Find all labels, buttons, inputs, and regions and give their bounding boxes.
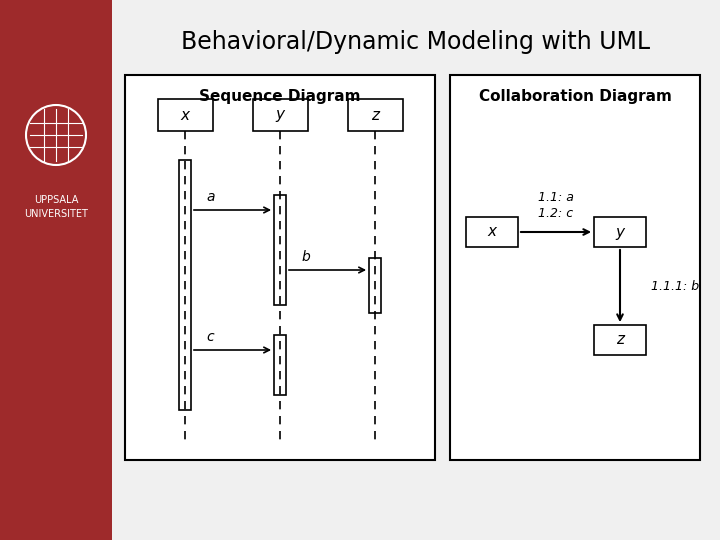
Text: Collaboration Diagram: Collaboration Diagram bbox=[479, 90, 672, 105]
Text: Sequence Diagram: Sequence Diagram bbox=[199, 90, 361, 105]
Text: x: x bbox=[181, 107, 189, 123]
Bar bbox=[0, 0, 112, 540]
Bar bbox=[179, 160, 191, 410]
Text: y: y bbox=[616, 225, 624, 240]
Bar bbox=[274, 335, 286, 395]
Bar bbox=[466, 217, 518, 247]
Text: a: a bbox=[206, 190, 215, 204]
Bar bbox=[158, 99, 212, 131]
Text: z: z bbox=[371, 107, 379, 123]
Bar bbox=[253, 99, 307, 131]
Bar bbox=[594, 325, 646, 355]
Text: c: c bbox=[206, 330, 214, 344]
Bar bbox=[450, 75, 700, 460]
Text: 1.1: a
1.2: c: 1.1: a 1.2: c bbox=[538, 191, 574, 220]
Text: z: z bbox=[616, 333, 624, 348]
Text: x: x bbox=[487, 225, 497, 240]
Bar bbox=[594, 217, 646, 247]
Text: 1.1.1: b: 1.1.1: b bbox=[651, 280, 699, 293]
Bar bbox=[348, 99, 402, 131]
Bar bbox=[369, 258, 381, 313]
Text: Behavioral/Dynamic Modeling with UML: Behavioral/Dynamic Modeling with UML bbox=[181, 30, 651, 54]
Text: UPPSALA
UNIVERSITET: UPPSALA UNIVERSITET bbox=[24, 195, 88, 219]
Text: b: b bbox=[301, 250, 310, 264]
Bar bbox=[274, 195, 286, 305]
Bar bbox=[125, 75, 435, 460]
Text: y: y bbox=[276, 107, 284, 123]
